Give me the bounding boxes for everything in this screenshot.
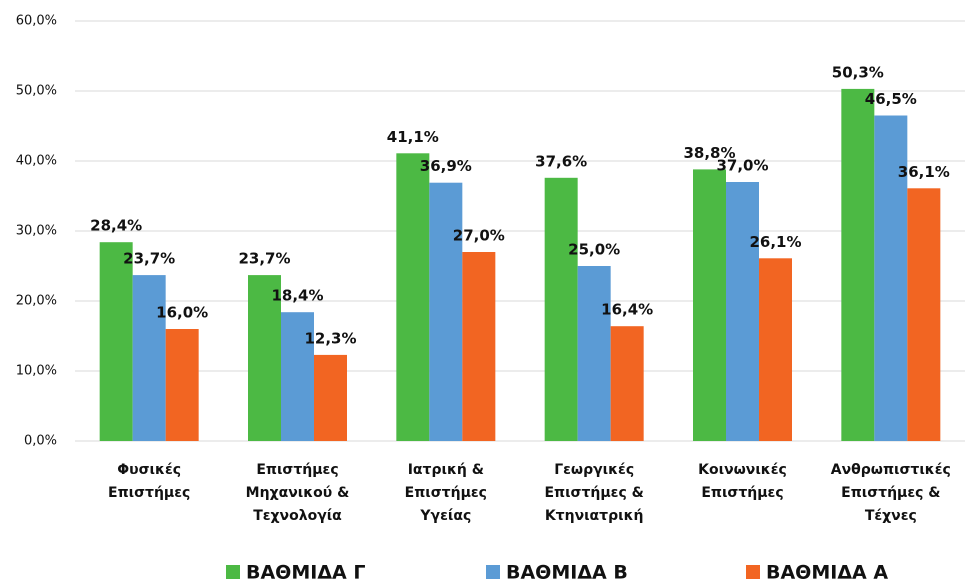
value-label: 16,4%: [601, 301, 653, 319]
x-tick-label-line: Κοινωνικές: [698, 462, 787, 478]
x-tick-label: Ανθρωπιστικές Επιστήμες & Τέχνες: [831, 462, 951, 524]
bar: [841, 88, 875, 442]
value-label: 36,9%: [420, 157, 472, 175]
x-tick-label: Γεωργικές Επιστήμες & Κτηνιατρική: [544, 462, 643, 524]
x-tick-label-line: Μηχανικού &: [246, 485, 350, 501]
value-label: 23,7%: [123, 250, 175, 268]
bar: [693, 169, 726, 441]
value-label: 37,6%: [535, 152, 587, 170]
x-tick-label-line: Επιστήμες: [256, 462, 338, 478]
bar: [99, 242, 133, 441]
bar: [429, 182, 463, 441]
legend-swatch: [486, 565, 500, 579]
value-label: 25,0%: [568, 241, 620, 259]
x-tick-label: Φυσικές Επιστήμες: [108, 462, 190, 501]
value-label: 38,8%: [683, 144, 735, 162]
x-tick-label-line: Επιστήμες &: [841, 485, 940, 501]
value-label: 26,1%: [749, 233, 801, 251]
x-tick-label-line: Επιστήμες: [701, 485, 783, 501]
x-tick-label: Επιστήμες Μηχανικού & Τεχνολογία: [246, 462, 350, 524]
value-label: 23,7%: [238, 250, 290, 268]
y-tick-label: 20,0%: [16, 294, 57, 309]
value-label: 36,1%: [898, 163, 950, 181]
x-tick-label-line: Γεωργικές: [554, 462, 634, 478]
value-label: 41,1%: [387, 128, 439, 146]
y-tick-label: 50,0%: [16, 84, 57, 99]
bar: [759, 258, 792, 441]
x-tick-label-line: Τεχνολογία: [253, 508, 342, 524]
value-label: 18,4%: [271, 287, 323, 305]
bar: [577, 266, 611, 441]
value-label: 46,5%: [865, 90, 917, 108]
legend-label: ΒΑΘΜΙΔΑ Α: [766, 562, 888, 584]
bar: [462, 252, 496, 441]
y-tick-label: 0,0%: [24, 434, 57, 449]
x-tick-label: Κοινωνικές Επιστήμες: [698, 462, 787, 501]
value-label: 16,0%: [156, 304, 208, 322]
legend-swatch: [226, 565, 240, 579]
x-tick-label-line: Φυσικές: [117, 462, 181, 478]
x-tick-label-line: Κτηνιατρική: [545, 508, 644, 524]
x-tick-label: Ιατρική & Επιστήμες Υγείας: [405, 462, 487, 524]
bar: [248, 275, 281, 441]
bar: [396, 153, 430, 442]
value-label: 37,0%: [716, 157, 768, 175]
x-tick-label-line: Υγείας: [419, 508, 471, 524]
value-label: 12,3%: [304, 329, 356, 347]
value-label: 28,4%: [90, 217, 142, 235]
bar: [874, 115, 908, 441]
value-label: 50,3%: [832, 63, 884, 81]
y-tick-label: 10,0%: [16, 364, 57, 379]
bar: [165, 329, 199, 441]
bar: [907, 188, 941, 441]
x-tick-label-line: Τέχνες: [865, 508, 917, 524]
y-tick-label: 30,0%: [16, 224, 57, 239]
bar: [726, 182, 759, 441]
bar: [610, 326, 644, 441]
y-tick-label: 40,0%: [16, 154, 57, 169]
x-tick-label-line: Επιστήμες: [405, 485, 487, 501]
bar: [281, 312, 314, 441]
bar: [544, 177, 578, 442]
y-tick-label: 60,0%: [16, 14, 57, 29]
value-label: 27,0%: [453, 227, 505, 245]
legend-label: ΒΑΘΜΙΔΑ Γ: [246, 562, 365, 584]
x-tick-label-line: Επιστήμες: [108, 485, 190, 501]
legend-swatch: [746, 565, 760, 579]
bar: [314, 354, 347, 441]
x-tick-label-line: Επιστήμες &: [544, 485, 643, 501]
x-tick-label-line: Ανθρωπιστικές: [831, 462, 951, 478]
legend-label: ΒΑΘΜΙΔΑ Β: [506, 562, 628, 584]
x-tick-label-line: Ιατρική &: [408, 462, 484, 478]
bar: [132, 275, 166, 441]
